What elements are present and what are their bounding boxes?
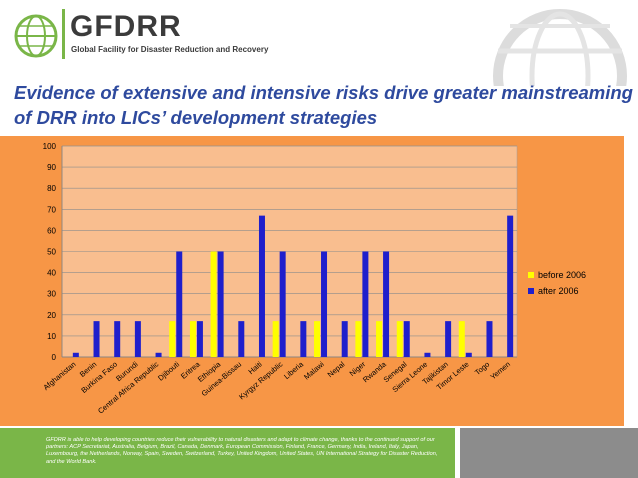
logo-divider [62, 9, 65, 59]
bar-after [507, 215, 514, 357]
bar-after [341, 321, 348, 357]
logo-subtitle: Global Facility for Disaster Reduction a… [71, 45, 269, 54]
bar-after [445, 321, 452, 357]
y-tick-label: 90 [47, 163, 56, 172]
bar-after [72, 352, 79, 357]
y-tick-label: 60 [47, 226, 56, 235]
chart-panel: 0 10 20 30 40 50 60 70 80 90 100 Afghanistan Benin Bu… [0, 136, 624, 426]
y-tick-label: 50 [47, 248, 56, 257]
bar-before [458, 321, 465, 357]
x-tick-label: Nepal [326, 359, 347, 379]
footer-gray-block [460, 428, 638, 478]
bar-after [196, 321, 203, 357]
y-tick-label: 100 [43, 142, 57, 151]
bar-after [362, 251, 369, 357]
bar-after [465, 352, 472, 357]
legend-swatch-before [528, 272, 534, 278]
bar-after [486, 321, 493, 357]
bar-after [134, 321, 141, 357]
legend-swatch-after [528, 288, 534, 294]
bar-before [355, 321, 362, 357]
bar-before [272, 321, 279, 357]
bar-before [189, 321, 196, 357]
legend-item-after: after 2006 [528, 283, 586, 299]
bar-before [210, 251, 217, 357]
bar-after [93, 321, 100, 357]
x-tick-label: Afghanistan [41, 360, 77, 392]
bar-before [169, 321, 176, 357]
globe-watermark-icon [493, 9, 627, 86]
bar-after [403, 321, 410, 357]
legend-item-before: before 2006 [528, 267, 586, 283]
bar-before [376, 321, 383, 357]
legend-label-before: before 2006 [538, 270, 587, 280]
bar-before [396, 321, 403, 357]
y-tick-label: 20 [47, 311, 56, 320]
y-tick-label: 40 [47, 269, 56, 278]
slide-header: GFDRR Global Facility for Disaster Reduc… [0, 0, 638, 86]
y-tick-label: 10 [47, 332, 56, 341]
y-tick-label: 0 [52, 353, 57, 362]
logo-text: GFDRR [70, 10, 182, 43]
y-tick-label: 30 [47, 290, 56, 299]
bar-after [217, 251, 224, 357]
bar-after [114, 321, 121, 357]
bar-after [155, 352, 162, 357]
chart-legend: before 2006 after 2006 [528, 267, 586, 299]
legend-label-after: after 2006 [538, 286, 579, 296]
bar-after [176, 251, 183, 357]
x-tick-label: Malawi [302, 359, 326, 381]
x-tick-label: Djibouti [156, 359, 181, 382]
globe-logo-icon [14, 14, 58, 58]
footer-text: GFDRR is able to help developing countri… [46, 437, 438, 465]
bar-after [321, 251, 328, 357]
footer-divider [455, 428, 460, 478]
y-tick-label: 80 [47, 184, 56, 193]
x-tick-label: Yemen [488, 360, 511, 382]
bar-after [383, 251, 390, 357]
bar-after [238, 321, 245, 357]
bar-after [424, 352, 431, 357]
bar-after [279, 251, 286, 357]
x-tick-label: Liberia [282, 359, 306, 381]
bar-after [258, 215, 265, 357]
bar-before [314, 321, 321, 357]
slide-title: Evidence of extensive and intensive risk… [14, 82, 633, 128]
bar-after [300, 321, 307, 357]
y-tick-label: 70 [47, 205, 56, 214]
